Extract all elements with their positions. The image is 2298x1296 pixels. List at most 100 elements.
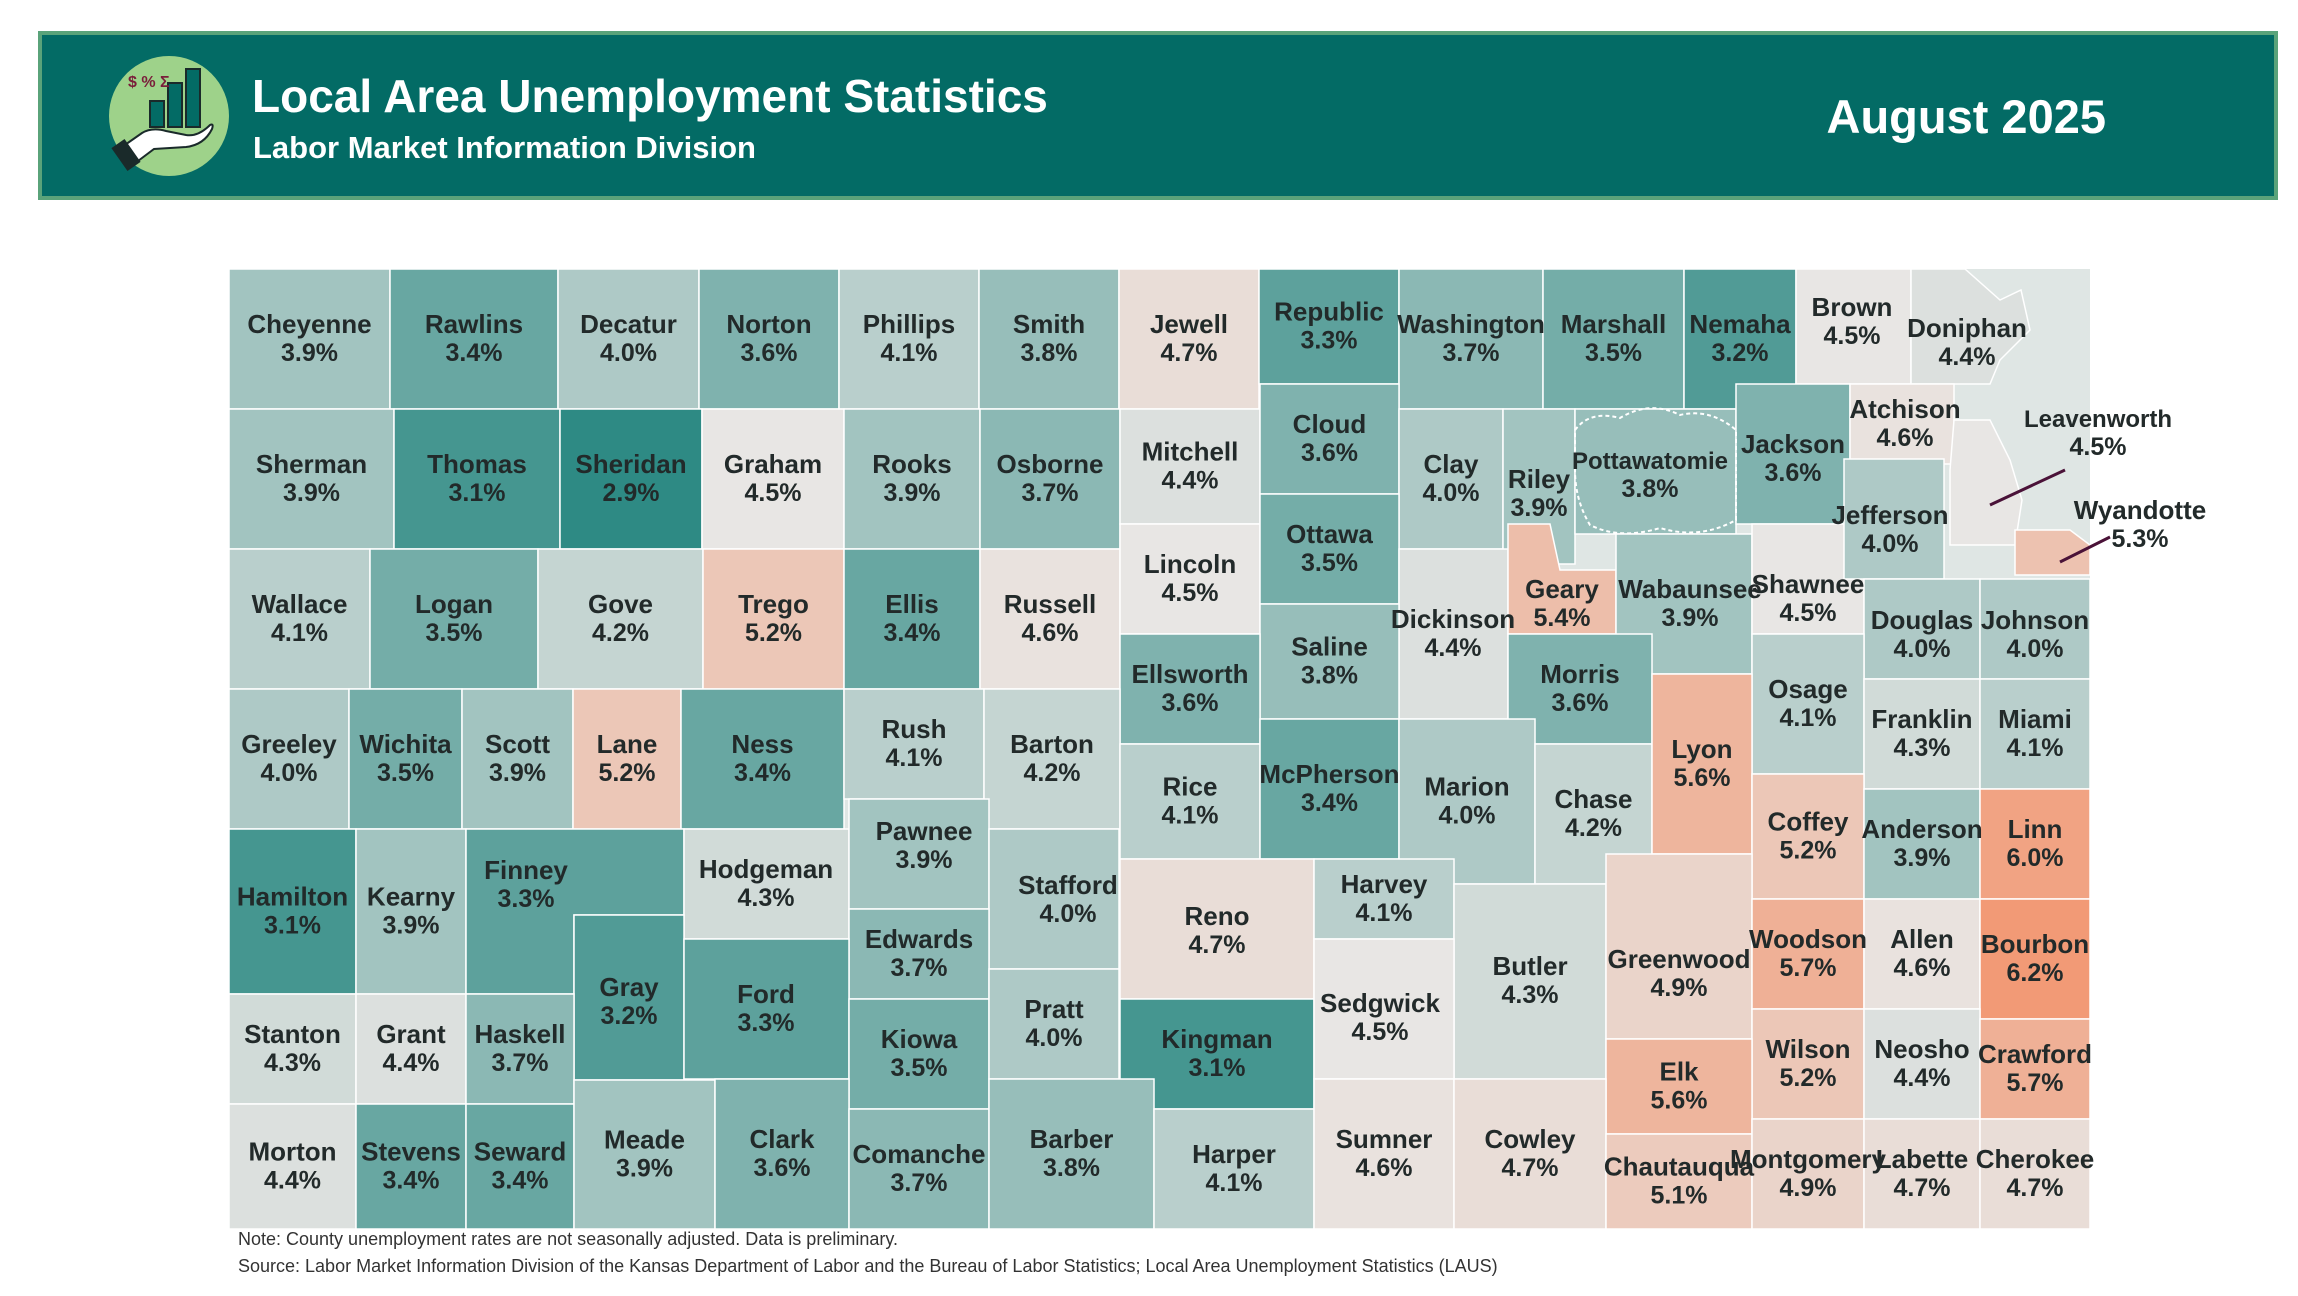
county-name-russell: Russell xyxy=(1004,589,1097,619)
county-name-doniphan: Doniphan xyxy=(1907,313,2027,343)
county-name-linn: Linn xyxy=(2008,814,2063,844)
county-name-finney: Finney xyxy=(484,855,568,885)
county-rate-reno: 4.7% xyxy=(1189,931,1246,959)
county-name-leavenworth: Leavenworth xyxy=(2024,406,2172,433)
county-rate-doniphan: 4.4% xyxy=(1939,343,1996,371)
county-seward xyxy=(465,1103,575,1230)
county-name-pottawatomie: Pottawatomie xyxy=(1572,448,1728,475)
county-bourbon xyxy=(1979,898,2091,1020)
county-rate-stevens: 3.4% xyxy=(383,1167,440,1195)
county-rate-morton: 4.4% xyxy=(264,1167,321,1195)
county-name-sumner: Sumner xyxy=(1336,1124,1433,1154)
county-rate-greeley: 4.0% xyxy=(261,759,318,787)
county-name-thomas: Thomas xyxy=(427,449,527,479)
county-name-wallace: Wallace xyxy=(252,589,348,619)
county-rate-stafford: 4.0% xyxy=(1040,900,1097,928)
county-name-geary: Geary xyxy=(1525,574,1599,604)
county-rate-rawlins: 3.4% xyxy=(446,339,503,367)
county-ford xyxy=(683,938,850,1080)
county-name-stanton: Stanton xyxy=(244,1019,341,1049)
county-name-ness: Ness xyxy=(731,729,793,759)
county-meade xyxy=(573,1079,716,1230)
county-rate-nemaha: 3.2% xyxy=(1712,339,1769,367)
county-greeley xyxy=(228,688,350,830)
county-name-ottawa: Ottawa xyxy=(1286,519,1373,549)
county-linn xyxy=(1979,788,2091,900)
county-rate-hodgeman: 4.3% xyxy=(738,884,795,912)
county-name-smith: Smith xyxy=(1013,309,1085,339)
county-name-republic: Republic xyxy=(1274,297,1384,327)
county-cowley xyxy=(1453,1078,1607,1230)
county-rate-crawford: 5.7% xyxy=(2007,1069,2064,1097)
county-rate-ness: 3.4% xyxy=(734,759,791,787)
county-name-grant: Grant xyxy=(376,1019,446,1049)
report-period: August 2025 xyxy=(1826,90,2106,143)
county-greenwood xyxy=(1605,853,1753,1040)
county-rate-gray: 3.2% xyxy=(601,1002,658,1030)
county-rooks xyxy=(843,408,981,550)
county-name-logan: Logan xyxy=(415,589,493,619)
page-title: Local Area Unemployment Statistics xyxy=(252,70,1048,122)
county-rate-osage: 4.1% xyxy=(1780,704,1837,732)
county-name-sheridan: Sheridan xyxy=(575,449,686,479)
county-morton xyxy=(228,1103,357,1230)
county-name-douglas: Douglas xyxy=(1871,605,1974,635)
county-name-cherokee: Cherokee xyxy=(1976,1144,2095,1174)
county-rice xyxy=(1119,743,1261,860)
county-stevens xyxy=(355,1103,467,1230)
county-rate-barber: 3.8% xyxy=(1043,1154,1100,1182)
county-rate-haskell: 3.7% xyxy=(492,1049,549,1077)
county-woodson xyxy=(1751,898,1865,1010)
county-rate-ottawa: 3.5% xyxy=(1301,549,1358,577)
county-comanche xyxy=(848,1108,990,1230)
county-name-cheyenne: Cheyenne xyxy=(247,309,371,339)
county-name-cowley: Cowley xyxy=(1484,1124,1576,1154)
county-name-graham: Graham xyxy=(724,449,822,479)
county-rate-pottawatomie: 3.8% xyxy=(1622,475,1679,503)
county-rate-ellsworth: 3.6% xyxy=(1162,689,1219,717)
county-rate-meade: 3.9% xyxy=(616,1155,673,1183)
county-name-hamilton: Hamilton xyxy=(237,882,348,912)
county-name-lane: Lane xyxy=(597,729,658,759)
county-rate-cherokee: 4.7% xyxy=(2007,1174,2064,1202)
county-name-phillips: Phillips xyxy=(863,309,955,339)
county-rate-harper: 4.1% xyxy=(1206,1169,1263,1197)
county-name-gove: Gove xyxy=(588,589,653,619)
county-name-stevens: Stevens xyxy=(361,1137,461,1167)
county-rate-wichita: 3.5% xyxy=(377,759,434,787)
county-name-norton: Norton xyxy=(726,309,811,339)
county-rawlins xyxy=(389,268,559,410)
county-name-ellsworth: Ellsworth xyxy=(1131,659,1248,689)
county-anderson xyxy=(1863,788,1981,900)
county-name-edwards: Edwards xyxy=(865,924,973,954)
county-name-kingman: Kingman xyxy=(1161,1024,1272,1054)
county-name-neosho: Neosho xyxy=(1874,1034,1969,1064)
county-rate-ford: 3.3% xyxy=(738,1009,795,1037)
county-rate-lyon: 5.6% xyxy=(1674,764,1731,792)
county-franklin xyxy=(1863,678,1981,790)
county-name-kearny: Kearny xyxy=(367,882,456,912)
county-marion xyxy=(1398,718,1536,885)
county-cheyenne xyxy=(228,268,391,410)
county-rate-norton: 3.6% xyxy=(741,339,798,367)
county-rate-brown: 4.5% xyxy=(1824,322,1881,350)
county-name-meade: Meade xyxy=(604,1125,685,1155)
county-name-osborne: Osborne xyxy=(997,449,1104,479)
county-name-washington: Washington xyxy=(1397,309,1545,339)
county-rate-decatur: 4.0% xyxy=(600,339,657,367)
county-harper xyxy=(1153,1108,1315,1230)
county-name-lincoln: Lincoln xyxy=(1144,549,1236,579)
county-sumner xyxy=(1313,1078,1455,1230)
county-rate-jewell: 4.7% xyxy=(1161,339,1218,367)
county-rate-wilson: 5.2% xyxy=(1780,1064,1837,1092)
county-rate-pawnee: 3.9% xyxy=(896,846,953,874)
county-name-rooks: Rooks xyxy=(872,449,951,479)
county-rate-rush: 4.1% xyxy=(886,744,943,772)
county-name-clay: Clay xyxy=(1424,449,1479,479)
county-washington xyxy=(1398,268,1544,410)
county-smith xyxy=(978,268,1120,410)
county-name-chase: Chase xyxy=(1554,784,1632,814)
county-rate-lincoln: 4.5% xyxy=(1162,579,1219,607)
county-thomas xyxy=(393,408,561,550)
county-name-ford: Ford xyxy=(737,979,795,1009)
